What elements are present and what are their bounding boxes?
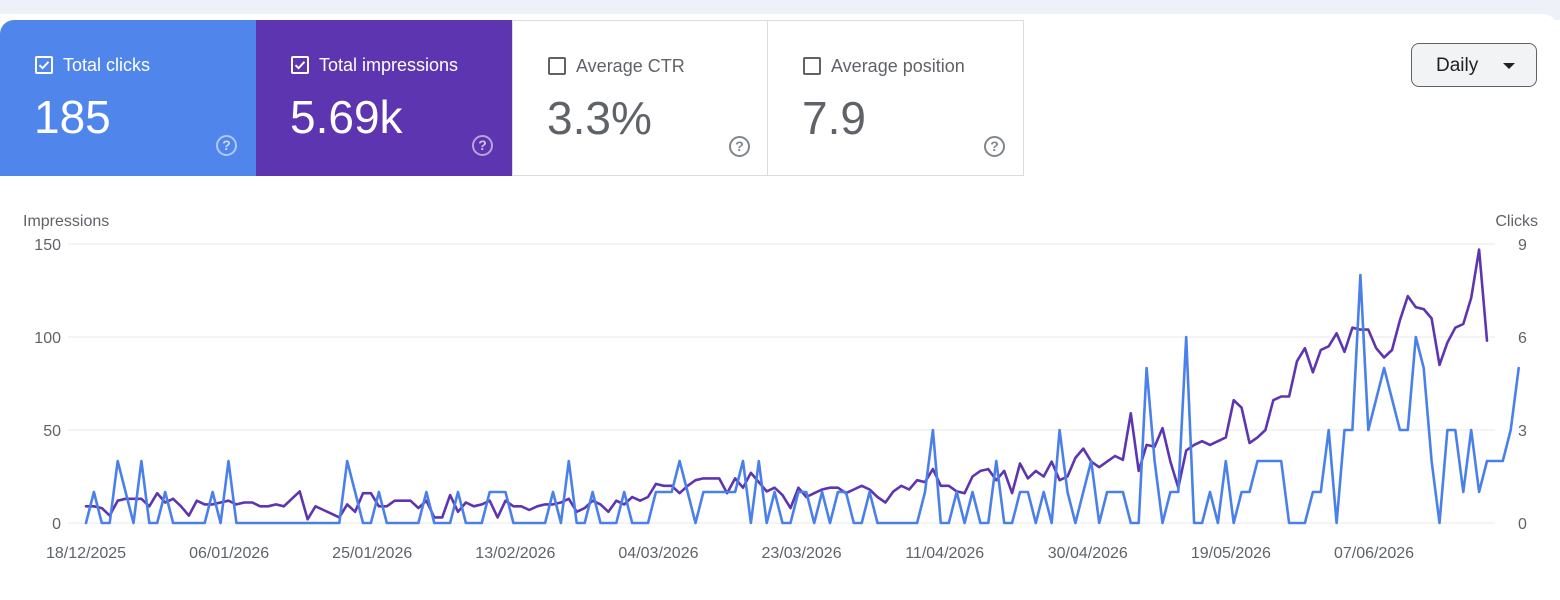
x-tick-label: 04/03/2026 <box>618 545 698 562</box>
clicks-series-line <box>84 273 1520 525</box>
average-position-value: 7.9 <box>802 92 866 144</box>
total-impressions-label: Total impressions <box>319 55 459 75</box>
interval-dropdown[interactable]: Daily <box>1411 43 1537 87</box>
help-icon[interactable]: ? <box>729 136 750 157</box>
help-icon[interactable]: ? <box>984 136 1005 157</box>
metric-cards: Total clicks 185 ? Total impressions 5.6… <box>0 20 1024 176</box>
performance-chart: Impressions Clicks 0 50 100 150 0 3 6 9 18/12/… <box>23 213 1538 562</box>
total-impressions-card[interactable]: Total impressions 5.69k ? <box>256 20 512 176</box>
total-clicks-value: 185 <box>34 91 111 143</box>
x-tick-labels: 18/12/2025 06/01/2026 25/01/2026 13/02/2026… <box>46 545 1414 562</box>
help-icon[interactable]: ? <box>216 135 237 156</box>
x-tick-label: 07/06/2026 <box>1334 545 1414 562</box>
y-left-tick-label: 50 <box>43 423 61 440</box>
total-clicks-card[interactable]: Total clicks 185 ? <box>0 20 256 176</box>
y-right-tick-label: 9 <box>1518 237 1527 254</box>
y-axis-right-label: Clicks <box>1495 213 1538 230</box>
y-right-tick-label: 3 <box>1518 423 1527 440</box>
average-ctr-value: 3.3% <box>547 92 652 144</box>
dropdown-arrow-icon <box>1503 63 1515 69</box>
average-position-label: Average position <box>831 56 965 76</box>
y-left-tick-label: 100 <box>34 330 61 347</box>
total-clicks-checkbox[interactable] <box>35 56 53 74</box>
help-icon[interactable]: ? <box>472 135 493 156</box>
right-tick-labels: 0 3 6 9 <box>1518 237 1527 533</box>
x-tick-label: 19/05/2026 <box>1191 545 1271 562</box>
x-tick-label: 30/04/2026 <box>1048 545 1128 562</box>
x-tick-label: 06/01/2026 <box>189 545 269 562</box>
total-clicks-label: Total clicks <box>63 55 151 75</box>
checkmark-icon <box>38 61 50 70</box>
x-tick-label: 11/04/2026 <box>905 545 984 562</box>
grid-lines <box>68 243 1495 524</box>
y-right-tick-label: 0 <box>1518 516 1527 533</box>
y-left-tick-label: 150 <box>34 237 61 254</box>
average-ctr-label: Average CTR <box>576 56 685 76</box>
y-right-tick-label: 6 <box>1518 330 1527 347</box>
series-lines <box>84 248 1520 525</box>
x-tick-label: 23/03/2026 <box>762 545 842 562</box>
average-ctr-checkbox[interactable] <box>548 57 566 75</box>
x-tick-label: 18/12/2025 <box>46 545 126 562</box>
x-tick-label: 25/01/2026 <box>332 545 412 562</box>
interval-dropdown-label: Daily <box>1436 55 1479 76</box>
left-tick-labels: 0 50 100 150 <box>34 237 61 533</box>
y-axis-left-label: Impressions <box>23 213 109 230</box>
average-ctr-card[interactable]: Average CTR 3.3% ? <box>512 20 768 176</box>
impressions-series-line <box>84 248 1489 521</box>
total-impressions-value: 5.69k <box>290 91 403 143</box>
average-position-card[interactable]: Average position 7.9 ? <box>768 20 1024 176</box>
total-impressions-checkbox[interactable] <box>291 56 309 74</box>
checkmark-icon <box>294 61 306 70</box>
y-left-tick-label: 0 <box>52 516 61 533</box>
average-position-checkbox[interactable] <box>803 57 821 75</box>
x-tick-label: 13/02/2026 <box>475 545 555 562</box>
